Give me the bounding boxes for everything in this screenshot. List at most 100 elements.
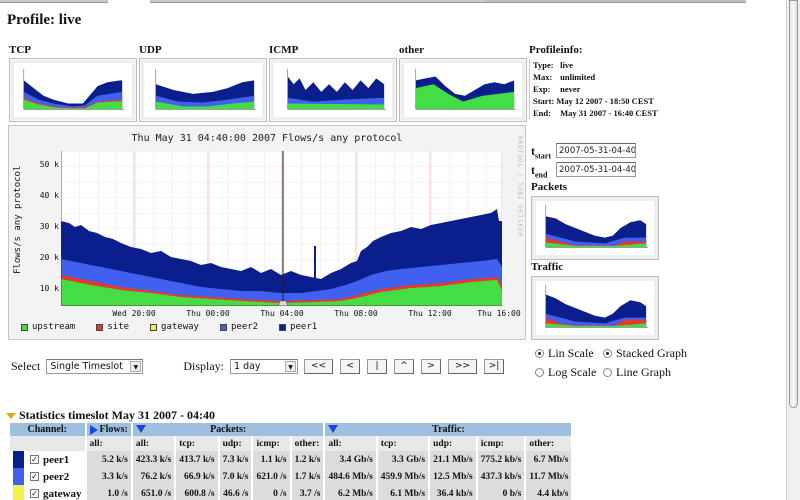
line-graph-option[interactable]: Line Graph bbox=[603, 365, 671, 380]
y-tick: 20 k bbox=[39, 253, 59, 262]
log-scale-option[interactable]: Log Scale bbox=[535, 365, 596, 380]
packets-tcp-subheader: tcp: bbox=[176, 436, 218, 451]
packets-tcp-value: 66.9 k/s bbox=[176, 468, 218, 485]
nav-fast-forward-button[interactable]: >> bbox=[448, 359, 477, 374]
nav-first-button[interactable]: << bbox=[304, 359, 333, 374]
packets-icmp-value: 0 /s bbox=[253, 485, 290, 500]
x-tick: Thu 04:00 bbox=[260, 309, 304, 318]
y-tick: 10 k bbox=[39, 284, 59, 293]
display-select[interactable]: 1 day ▼ bbox=[230, 359, 298, 374]
graph-plot-area[interactable] bbox=[60, 151, 503, 307]
traffic-all-subheader: all: bbox=[325, 436, 376, 451]
packets-udp-value: 7.0 k/s bbox=[219, 468, 252, 485]
lin-scale-option[interactable]: Lin Scale bbox=[535, 346, 594, 361]
traffic-header[interactable]: Traffic: bbox=[325, 423, 572, 436]
y-tick: 30 k bbox=[39, 222, 59, 231]
packets-all-subheader: all: bbox=[132, 436, 175, 451]
peer1-checkbox[interactable]: ✓ bbox=[30, 455, 39, 464]
packets-tcp-value: 413.7 k/s bbox=[176, 451, 218, 468]
t-start-input[interactable] bbox=[556, 143, 636, 158]
packets-label: Packets bbox=[531, 181, 568, 193]
traffic-all-value: 6.2 Mb/s bbox=[325, 485, 376, 500]
traffic-tcp-value: 3.3 Gb/s bbox=[377, 451, 429, 468]
upstream-swatch-icon bbox=[21, 323, 28, 331]
thumbnail-udp[interactable]: UDP bbox=[139, 44, 267, 122]
line-graph-radio[interactable] bbox=[603, 368, 612, 377]
timeslot-select[interactable]: Single Timeslot ▼ bbox=[46, 359, 144, 374]
vertical-scrollbar[interactable] bbox=[786, 0, 800, 500]
traffic-tcp-value: 459.9 Mb/s bbox=[377, 468, 429, 485]
top-tab-middle[interactable] bbox=[150, 0, 486, 3]
lin-scale-radio[interactable] bbox=[535, 349, 544, 358]
collapse-traffic-icon[interactable] bbox=[328, 425, 339, 433]
dropdown-arrow-icon: ▼ bbox=[130, 361, 142, 372]
table-row-gateway: ✓ gateway 1.0 /s 651.0 /s 600.8 /s 46.6 /… bbox=[10, 485, 572, 500]
x-tick: Thu 16:00 bbox=[477, 309, 521, 318]
icmp-graph-thumbnail[interactable] bbox=[269, 58, 397, 122]
traffic-graph-thumbnail[interactable] bbox=[531, 276, 659, 340]
page-title: Profile: live bbox=[7, 12, 82, 28]
thumbnail-label: ICMP bbox=[269, 44, 299, 56]
t-end-row: tend bbox=[531, 162, 636, 179]
packets-other-value: 3.7 /s bbox=[291, 485, 324, 500]
thumbnail-icmp[interactable]: ICMP bbox=[269, 44, 397, 122]
packets-other-value: 1.2 k/s bbox=[291, 451, 324, 468]
scrollbar-thumb[interactable] bbox=[789, 0, 798, 408]
nav-last-button[interactable]: >| bbox=[484, 359, 504, 374]
gateway-checkbox[interactable]: ✓ bbox=[30, 489, 39, 498]
packets-udp-value: 46.6 /s bbox=[219, 485, 252, 500]
traffic-udp-value: 12.5 Mb/s bbox=[430, 468, 476, 485]
tcp-graph-thumbnail[interactable] bbox=[9, 58, 137, 122]
traffic-all-value: 484.6 Mb/s bbox=[325, 468, 376, 485]
nav-center-button[interactable]: | bbox=[367, 359, 387, 374]
peer1-swatch-icon bbox=[279, 323, 287, 331]
traffic-udp-subheader: udp: bbox=[430, 436, 476, 451]
peer2-checkbox[interactable]: ✓ bbox=[30, 472, 39, 481]
top-tab-left[interactable] bbox=[0, 0, 108, 3]
traffic-other-value: 4.4 kb/s bbox=[526, 485, 572, 500]
udp-graph-thumbnail[interactable] bbox=[139, 58, 267, 122]
packets-icmp-value: 1.1 k/s bbox=[253, 451, 290, 468]
packets-udp-value: 7.3 k/s bbox=[219, 451, 252, 468]
gateway-color-icon bbox=[13, 485, 24, 500]
stacked-graph-option[interactable]: Stacked Graph bbox=[603, 346, 687, 361]
collapse-packets-icon[interactable] bbox=[135, 425, 146, 433]
stacked-graph-radio[interactable] bbox=[603, 349, 612, 358]
x-tick: Wed 20:00 bbox=[112, 309, 156, 318]
statistics-toggle[interactable]: Statistics timeslot May 31 2007 - 04:40 bbox=[6, 408, 215, 423]
blank-subheader bbox=[10, 436, 85, 451]
packets-graph-thumbnail[interactable] bbox=[531, 196, 659, 260]
top-tab-right[interactable] bbox=[486, 0, 746, 3]
packets-all-value: 423.3 k/s bbox=[132, 451, 175, 468]
graph-controls: Select Single Timeslot ▼ Display: 1 day … bbox=[11, 359, 511, 374]
traffic-tcp-subheader: tcp: bbox=[377, 436, 429, 451]
flows-all-value: 3.3 k/s bbox=[86, 468, 131, 485]
x-tick: Thu 12:00 bbox=[408, 309, 452, 318]
statistics-table: Channel: Flows: Packets: Traffic: all: a… bbox=[8, 423, 573, 500]
nav-prev-button[interactable]: < bbox=[340, 359, 360, 374]
packets-icmp-value: 621.0 /s bbox=[253, 468, 290, 485]
thumbnail-other[interactable]: other bbox=[399, 44, 527, 122]
table-row-peer2: ✓ peer2 3.3 k/s 76.2 k/s 66.9 k/s 7.0 k/s… bbox=[10, 468, 572, 485]
graph-title: Thu May 31 04:40:00 2007 Flows/s any pro… bbox=[131, 133, 403, 144]
nav-next-button[interactable]: > bbox=[421, 359, 441, 374]
site-swatch-icon bbox=[96, 323, 104, 331]
log-scale-radio[interactable] bbox=[535, 368, 544, 377]
flows-header[interactable]: Flows: bbox=[86, 423, 131, 436]
collapse-triangle-icon[interactable] bbox=[6, 412, 16, 419]
y-tick: 50 k bbox=[39, 160, 59, 169]
t-end-input[interactable] bbox=[556, 162, 636, 177]
flows-all-value: 1.0 /s bbox=[86, 485, 131, 500]
nav-up-button[interactable]: ^ bbox=[394, 359, 414, 374]
main-flows-graph[interactable]: Thu May 31 04:40:00 2007 Flows/s any pro… bbox=[8, 125, 526, 340]
profile-info: Profileinfo: Type: live Max: unlimited E… bbox=[529, 44, 658, 119]
expand-flows-icon[interactable] bbox=[89, 424, 98, 435]
thumbnail-tcp[interactable]: TCP bbox=[9, 44, 137, 122]
graph-legend: upstream site gateway peer2 peer1 bbox=[21, 322, 338, 332]
profileinfo-max: Max: unlimited bbox=[533, 72, 596, 82]
other-graph-thumbnail[interactable] bbox=[399, 58, 527, 122]
traffic-udp-value: 36.4 kb/s bbox=[430, 485, 476, 500]
packets-icmp-subheader: icmp: bbox=[253, 436, 290, 451]
traffic-icmp-value: 775.2 kb/s bbox=[477, 451, 525, 468]
packets-header[interactable]: Packets: bbox=[132, 423, 324, 436]
